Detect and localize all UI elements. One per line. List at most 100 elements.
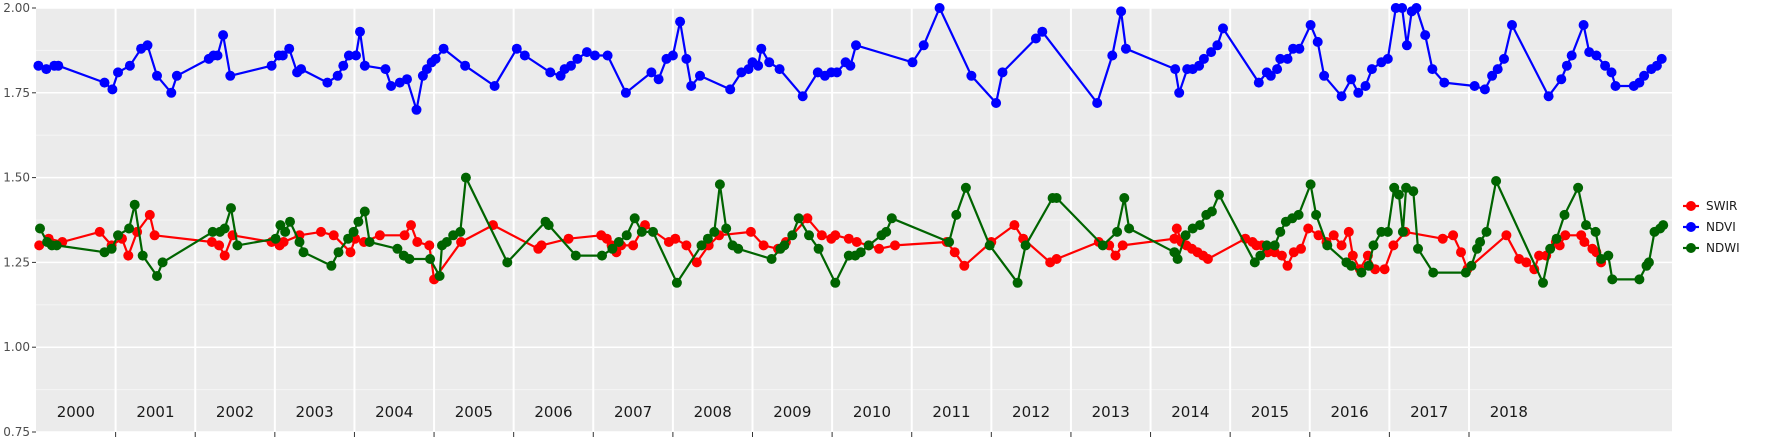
data-point-swir xyxy=(1560,230,1571,241)
data-point-ndvi xyxy=(284,43,295,54)
y-tick-label: 1.00 xyxy=(3,340,30,354)
data-point-ndvi xyxy=(1397,3,1408,13)
data-point-swir xyxy=(1336,240,1347,251)
y-tick-label: 1.50 xyxy=(3,171,30,185)
data-point-ndwi xyxy=(721,223,732,234)
data-point-ndwi xyxy=(787,230,798,241)
data-point-ndvi xyxy=(602,50,613,61)
data-point-ndvi xyxy=(907,57,918,68)
data-point-swir xyxy=(1009,220,1020,231)
data-point-ndvi xyxy=(686,81,697,91)
data-point-ndwi xyxy=(441,237,452,247)
data-point-ndvi xyxy=(1561,60,1572,71)
data-point-ndvi xyxy=(322,77,333,88)
data-point-swir xyxy=(219,250,230,261)
y-tick-label: 1.75 xyxy=(3,86,30,100)
data-point-ndvi xyxy=(225,70,236,81)
series-ndvi xyxy=(33,3,1667,115)
year-label: 2013 xyxy=(1092,403,1130,421)
data-point-ndvi xyxy=(1272,64,1283,75)
data-point-ndvi xyxy=(1479,84,1490,95)
data-point-ndwi xyxy=(285,216,295,227)
data-point-ndvi xyxy=(1107,50,1118,61)
legend-key-point xyxy=(1686,243,1696,253)
data-point-ndvi xyxy=(851,40,861,51)
legend-item-ndwi: NDWI xyxy=(1683,241,1740,255)
data-point-ndwi xyxy=(326,260,337,271)
data-point-ndvi xyxy=(218,30,229,41)
series-ndwi xyxy=(35,172,1669,288)
legend-item-swir: SWIR xyxy=(1683,199,1737,213)
data-point-ndvi xyxy=(107,84,118,95)
data-point-ndvi xyxy=(667,50,678,61)
y-axis: 0.75 1.00 1.25 1.50 1.75 2.00 xyxy=(3,1,36,439)
data-point-swir xyxy=(1521,257,1532,268)
data-point-swir xyxy=(816,230,827,241)
legend-label: NDWI xyxy=(1706,241,1740,255)
data-point-ndvi xyxy=(1401,40,1412,51)
data-point-ndwi xyxy=(1590,226,1601,237)
data-point-ndvi xyxy=(1411,3,1422,13)
data-point-ndwi xyxy=(1368,240,1379,251)
data-point-ndwi xyxy=(1322,240,1333,251)
data-point-swir xyxy=(949,247,960,258)
data-point-ndwi xyxy=(636,226,647,237)
data-point-ndwi xyxy=(597,250,607,261)
data-point-ndvi xyxy=(1037,26,1048,37)
data-point-swir xyxy=(681,240,692,251)
data-point-ndvi xyxy=(572,53,583,64)
data-point-ndvi xyxy=(438,43,449,54)
data-point-swir xyxy=(670,233,681,244)
data-point-ndwi xyxy=(1658,220,1669,231)
data-point-ndwi xyxy=(1311,209,1322,220)
data-point-swir xyxy=(34,240,45,251)
data-point-ndvi xyxy=(1556,74,1567,85)
data-point-ndvi xyxy=(338,60,349,71)
data-point-ndvi xyxy=(124,60,135,71)
year-label: 2005 xyxy=(455,403,493,421)
data-point-swir xyxy=(851,237,862,247)
data-point-ndvi xyxy=(1656,53,1667,64)
data-point-swir xyxy=(628,240,639,251)
data-point-swir xyxy=(890,240,900,251)
data-point-ndwi xyxy=(570,250,581,261)
data-point-ndwi xyxy=(35,223,45,234)
data-point-swir xyxy=(406,220,416,231)
year-label: 2014 xyxy=(1171,403,1209,421)
data-point-ndvi xyxy=(845,60,856,71)
data-point-ndwi xyxy=(270,233,281,244)
data-point-ndwi xyxy=(1020,240,1031,251)
data-point-ndwi xyxy=(1393,189,1404,200)
data-point-ndvi xyxy=(753,60,764,71)
year-label: 2003 xyxy=(296,403,334,421)
data-point-ndwi xyxy=(779,240,790,251)
data-point-swir xyxy=(1110,250,1121,261)
data-point-ndvi xyxy=(991,98,1002,108)
data-point-ndvi xyxy=(1543,91,1554,102)
data-point-ndwi xyxy=(1172,254,1183,264)
data-point-ndvi xyxy=(332,70,343,81)
data-point-swir xyxy=(123,250,134,261)
data-point-swir xyxy=(144,209,155,220)
data-point-ndvi xyxy=(918,40,929,51)
data-point-swir xyxy=(1313,230,1324,241)
data-point-ndvi xyxy=(1218,23,1228,34)
data-point-ndvi xyxy=(1116,6,1127,17)
data-point-ndwi xyxy=(434,271,445,281)
data-point-ndwi xyxy=(207,226,218,237)
data-point-ndwi xyxy=(944,237,955,247)
data-point-ndvi xyxy=(681,53,692,64)
data-point-ndwi xyxy=(1545,243,1556,254)
data-point-ndvi xyxy=(695,70,705,81)
data-point-ndvi xyxy=(566,60,576,71)
data-point-ndwi xyxy=(830,277,841,288)
data-point-ndwi xyxy=(702,233,713,244)
data-point-ndwi xyxy=(1214,189,1224,200)
data-point-swir xyxy=(1328,230,1339,241)
data-point-ndwi xyxy=(1261,240,1272,251)
data-point-ndwi xyxy=(621,230,632,241)
data-point-ndwi xyxy=(1428,267,1439,278)
data-point-ndwi xyxy=(1466,260,1477,271)
data-point-swir xyxy=(1343,226,1354,237)
